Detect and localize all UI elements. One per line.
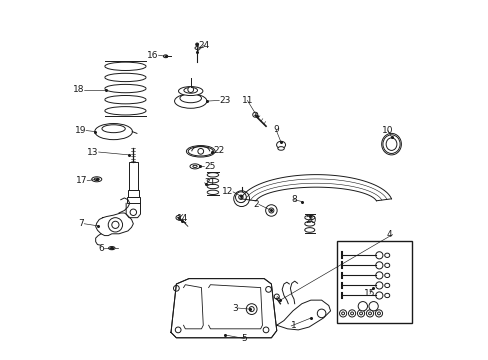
Circle shape [195, 43, 198, 46]
Circle shape [238, 195, 244, 202]
Circle shape [375, 310, 382, 317]
Ellipse shape [95, 123, 132, 140]
Circle shape [366, 310, 373, 317]
Text: 15: 15 [364, 289, 375, 298]
Circle shape [108, 218, 122, 232]
Bar [129, 162, 137, 191]
Bar [126, 197, 140, 203]
Circle shape [359, 312, 362, 315]
Circle shape [187, 87, 193, 93]
Text: 12: 12 [221, 187, 233, 196]
Text: 21: 21 [204, 178, 215, 187]
Circle shape [249, 307, 254, 312]
Ellipse shape [381, 134, 401, 155]
Text: 24: 24 [198, 41, 209, 50]
Text: 13: 13 [87, 148, 99, 157]
Circle shape [348, 310, 355, 317]
Circle shape [350, 312, 353, 315]
Ellipse shape [183, 87, 197, 93]
Circle shape [130, 209, 136, 216]
Ellipse shape [384, 273, 389, 278]
Bar [128, 190, 139, 198]
Ellipse shape [277, 147, 284, 150]
Text: 5: 5 [241, 334, 247, 343]
Circle shape [112, 221, 119, 228]
Ellipse shape [108, 247, 115, 250]
Text: 25: 25 [204, 162, 215, 171]
Text: 8: 8 [290, 195, 296, 204]
Text: 6: 6 [98, 244, 104, 253]
Circle shape [341, 312, 344, 315]
Text: 4: 4 [386, 230, 392, 239]
Ellipse shape [384, 293, 389, 298]
Circle shape [357, 310, 364, 317]
Circle shape [375, 252, 382, 259]
Circle shape [375, 262, 382, 269]
Circle shape [317, 309, 325, 318]
Circle shape [368, 312, 371, 315]
Circle shape [246, 304, 257, 315]
Circle shape [175, 327, 181, 333]
Ellipse shape [92, 177, 102, 182]
Text: 14: 14 [177, 214, 188, 223]
Ellipse shape [195, 46, 199, 49]
Text: 11: 11 [241, 96, 253, 105]
Text: 18: 18 [73, 85, 84, 94]
Circle shape [173, 285, 179, 291]
Circle shape [357, 302, 367, 311]
Text: 10: 10 [382, 126, 393, 135]
Circle shape [368, 302, 378, 311]
Circle shape [375, 292, 382, 299]
Ellipse shape [174, 94, 206, 108]
Circle shape [274, 294, 279, 299]
Ellipse shape [384, 283, 389, 288]
Circle shape [265, 287, 271, 292]
Circle shape [238, 195, 243, 199]
Text: 16: 16 [146, 51, 158, 60]
Text: 7: 7 [78, 219, 84, 228]
Text: 19: 19 [74, 126, 86, 135]
Circle shape [198, 148, 203, 154]
Circle shape [265, 205, 277, 216]
Circle shape [375, 272, 382, 279]
Bar [336, 241, 411, 323]
Circle shape [252, 112, 257, 117]
Ellipse shape [163, 55, 167, 58]
Text: 20: 20 [305, 216, 316, 225]
Circle shape [268, 208, 273, 213]
Circle shape [377, 312, 380, 315]
Circle shape [339, 310, 346, 317]
Text: 17: 17 [76, 176, 87, 185]
Circle shape [176, 216, 180, 220]
Ellipse shape [384, 263, 389, 267]
Text: 2: 2 [253, 200, 258, 209]
Text: 1: 1 [290, 321, 296, 330]
Ellipse shape [276, 141, 285, 148]
Ellipse shape [186, 145, 215, 157]
Circle shape [375, 282, 382, 289]
Polygon shape [171, 279, 276, 338]
Ellipse shape [384, 253, 389, 257]
Text: 3: 3 [232, 303, 238, 312]
Text: 22: 22 [213, 146, 224, 155]
Circle shape [263, 327, 268, 333]
Circle shape [233, 191, 249, 207]
Ellipse shape [178, 87, 203, 95]
Ellipse shape [190, 164, 200, 169]
Circle shape [235, 192, 246, 203]
Text: 23: 23 [219, 96, 230, 105]
Text: 9: 9 [273, 125, 278, 134]
